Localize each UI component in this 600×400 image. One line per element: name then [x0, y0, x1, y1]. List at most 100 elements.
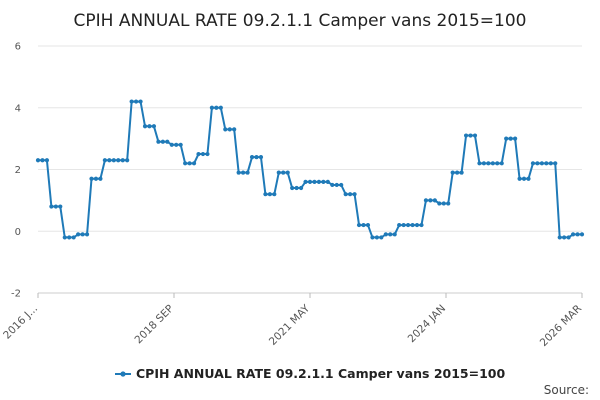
data-point[interactable] — [495, 161, 500, 166]
data-point[interactable] — [423, 198, 429, 203]
data-point[interactable] — [89, 176, 94, 181]
data-point[interactable] — [49, 204, 54, 209]
data-point[interactable] — [535, 161, 540, 166]
data-point[interactable] — [107, 158, 112, 163]
data-point[interactable] — [521, 176, 527, 181]
data-point[interactable] — [58, 204, 63, 209]
data-point[interactable] — [446, 201, 451, 206]
data-point[interactable] — [281, 170, 286, 175]
data-point[interactable] — [40, 158, 45, 163]
data-point[interactable] — [71, 235, 76, 240]
data-point[interactable] — [147, 124, 152, 129]
data-point[interactable] — [517, 176, 522, 181]
data-point[interactable] — [348, 192, 353, 197]
data-point[interactable] — [539, 161, 544, 166]
data-point[interactable] — [562, 235, 567, 240]
data-point[interactable] — [490, 161, 495, 166]
data-point[interactable] — [218, 105, 223, 110]
data-point[interactable] — [370, 235, 375, 240]
data-point[interactable] — [401, 222, 406, 228]
data-point[interactable] — [200, 151, 206, 157]
data-point[interactable] — [183, 161, 188, 166]
data-point[interactable] — [526, 176, 531, 181]
data-point[interactable] — [125, 158, 130, 163]
data-point[interactable] — [405, 222, 411, 228]
data-point[interactable] — [316, 179, 322, 184]
data-point[interactable] — [437, 201, 442, 206]
data-point[interactable] — [62, 235, 67, 240]
data-point[interactable] — [80, 232, 85, 237]
data-point[interactable] — [414, 222, 420, 228]
data-point[interactable] — [267, 192, 272, 197]
data-point[interactable] — [339, 182, 344, 188]
data-point[interactable] — [352, 192, 357, 197]
data-point[interactable] — [133, 99, 139, 104]
data-point[interactable] — [120, 158, 125, 163]
data-point[interactable] — [93, 176, 99, 181]
data-point[interactable] — [548, 161, 553, 166]
data-point[interactable] — [472, 133, 478, 138]
data-point[interactable] — [334, 182, 339, 188]
data-point[interactable] — [508, 136, 513, 141]
data-point[interactable] — [450, 170, 455, 175]
data-point[interactable] — [160, 139, 165, 144]
data-point[interactable] — [392, 232, 397, 237]
data-point[interactable] — [325, 179, 330, 184]
data-point[interactable] — [111, 158, 116, 163]
data-point[interactable] — [553, 161, 558, 166]
data-point[interactable] — [67, 235, 72, 240]
data-point[interactable] — [214, 105, 219, 110]
data-point[interactable] — [241, 170, 246, 175]
data-point[interactable] — [196, 151, 201, 157]
data-point[interactable] — [138, 99, 143, 104]
data-point[interactable] — [276, 170, 281, 175]
data-point[interactable] — [35, 158, 41, 163]
data-point[interactable] — [481, 161, 487, 166]
data-point[interactable] — [151, 124, 157, 129]
data-point[interactable] — [76, 232, 81, 237]
data-point[interactable] — [513, 136, 518, 141]
data-point[interactable] — [294, 185, 299, 191]
data-point[interactable] — [98, 176, 103, 181]
data-point[interactable] — [307, 179, 313, 184]
data-point[interactable] — [455, 170, 460, 175]
data-point[interactable] — [249, 155, 255, 160]
data-point[interactable] — [356, 222, 362, 228]
data-point[interactable] — [361, 222, 366, 228]
data-point[interactable] — [463, 133, 469, 138]
data-point[interactable] — [142, 124, 148, 129]
data-point[interactable] — [298, 185, 304, 191]
data-point[interactable] — [468, 133, 473, 138]
data-point[interactable] — [566, 235, 571, 240]
data-point[interactable] — [428, 198, 433, 203]
data-point[interactable] — [44, 158, 50, 163]
data-point[interactable] — [102, 158, 107, 163]
data-point[interactable] — [374, 235, 379, 240]
data-point[interactable] — [410, 222, 415, 228]
data-point[interactable] — [258, 155, 264, 160]
data-point[interactable] — [116, 158, 121, 163]
data-point[interactable] — [499, 161, 504, 166]
data-point[interactable] — [312, 179, 317, 184]
data-point[interactable] — [504, 136, 509, 141]
data-point[interactable] — [245, 170, 250, 175]
data-point[interactable] — [330, 182, 335, 188]
data-point[interactable] — [169, 142, 174, 147]
data-point[interactable] — [441, 201, 446, 206]
data-point[interactable] — [579, 232, 585, 237]
data-point[interactable] — [477, 161, 482, 166]
data-point[interactable] — [156, 139, 161, 144]
data-point[interactable] — [209, 105, 215, 110]
data-point[interactable] — [187, 161, 192, 166]
data-point[interactable] — [178, 142, 183, 147]
data-point[interactable] — [486, 161, 491, 166]
data-point[interactable] — [174, 142, 179, 147]
data-point[interactable] — [530, 161, 536, 166]
data-point[interactable] — [223, 127, 228, 132]
data-point[interactable] — [290, 185, 295, 191]
data-point[interactable] — [205, 151, 210, 157]
data-point[interactable] — [575, 232, 580, 237]
data-point[interactable] — [321, 179, 326, 184]
data-point[interactable] — [544, 161, 549, 166]
data-point[interactable] — [388, 232, 393, 237]
